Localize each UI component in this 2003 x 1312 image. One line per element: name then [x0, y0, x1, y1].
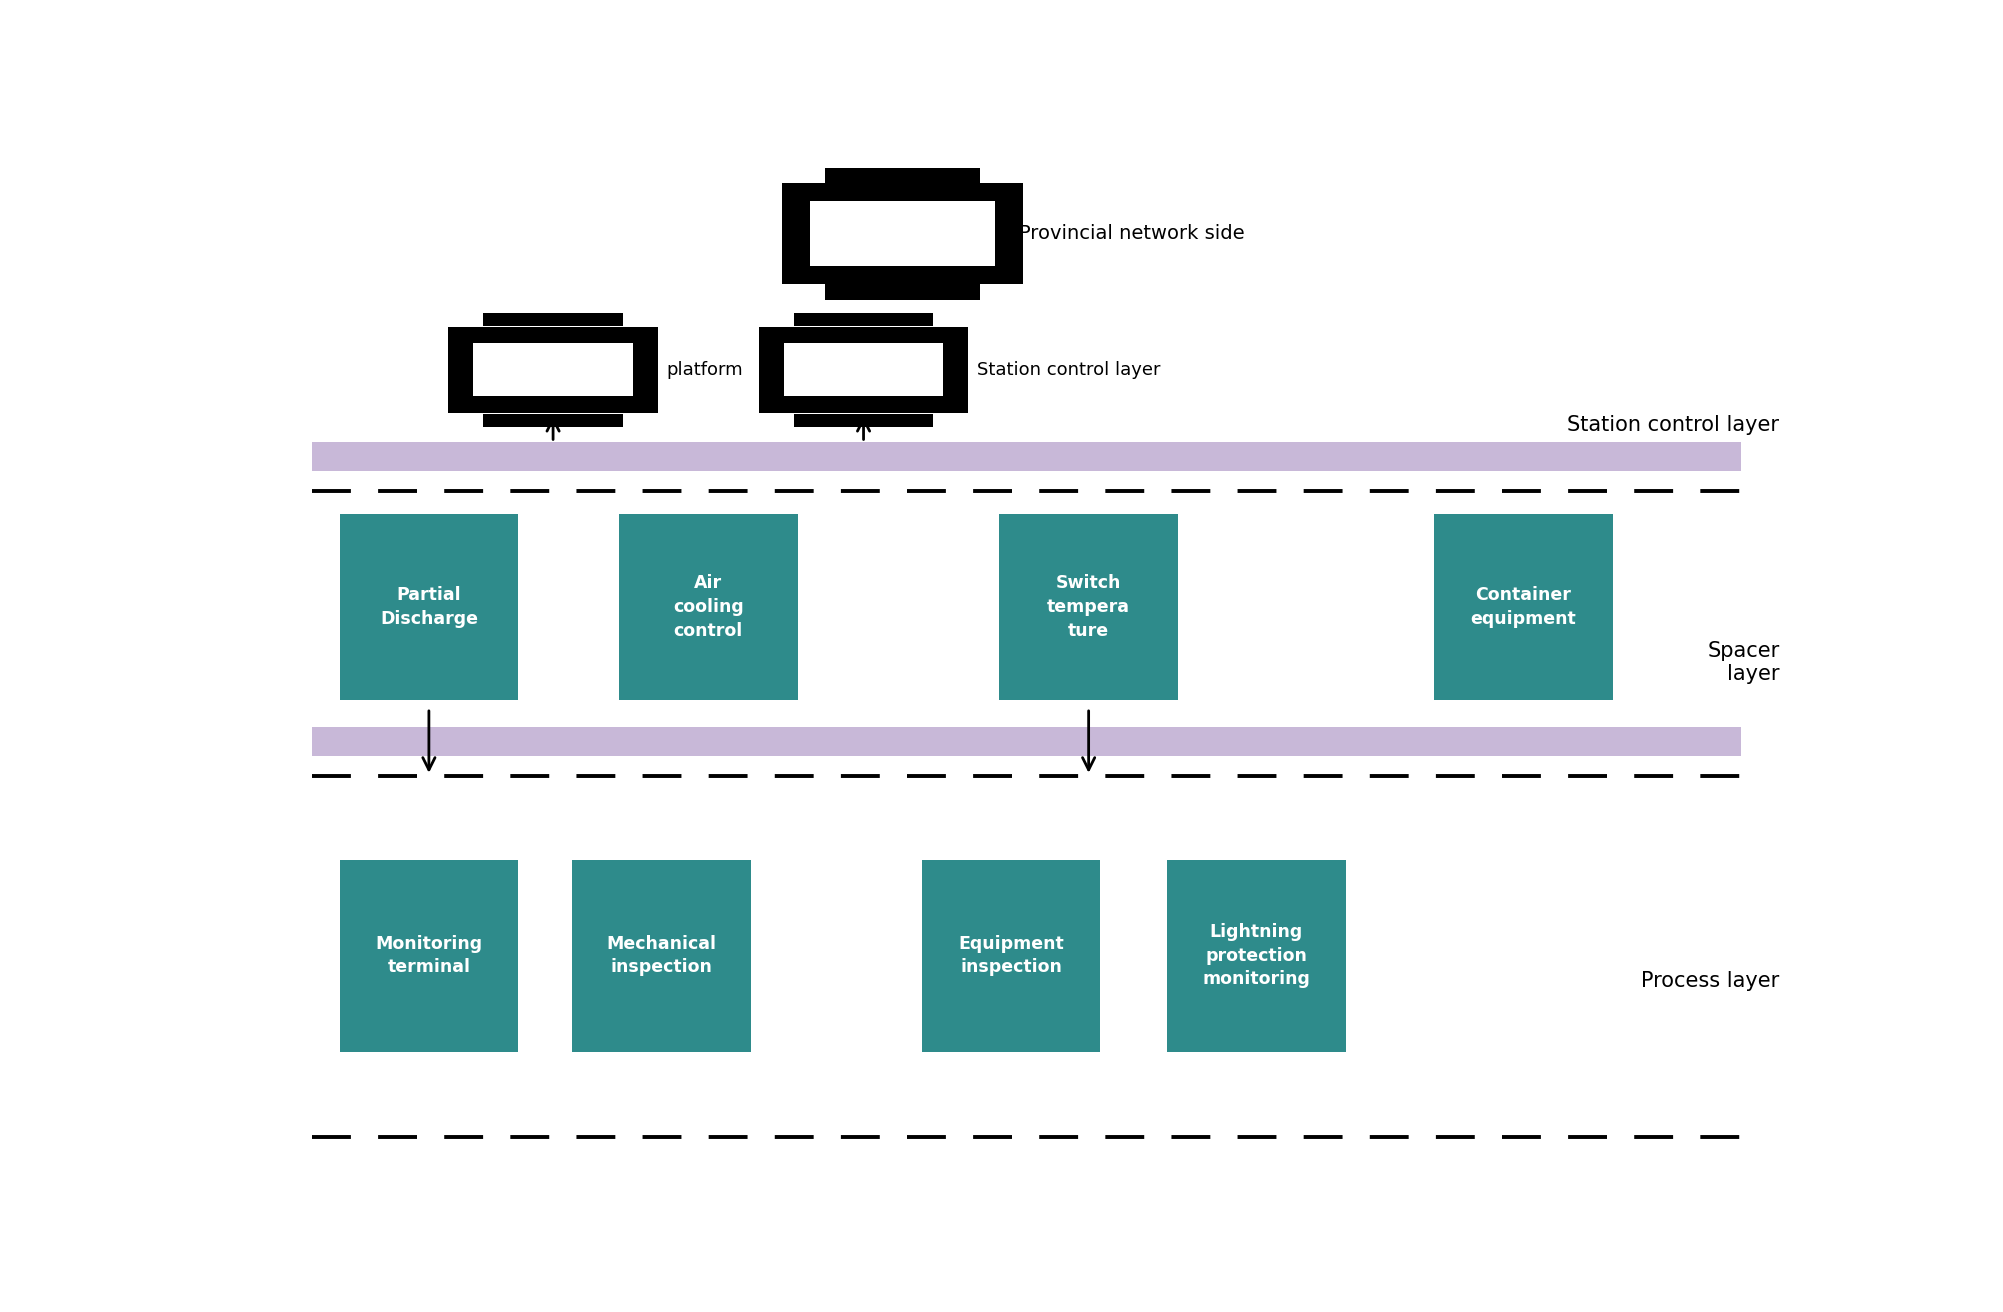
Bar: [483, 413, 623, 426]
Bar: [825, 283, 979, 300]
Bar: [783, 342, 943, 396]
Bar: [793, 312, 933, 325]
Text: Station control layer: Station control layer: [1568, 415, 1779, 436]
Bar: [573, 859, 751, 1051]
Bar: [825, 168, 979, 184]
Bar: [341, 859, 519, 1051]
Bar: [793, 413, 933, 426]
Bar: [999, 513, 1178, 701]
Bar: [341, 513, 519, 701]
Text: Process layer: Process layer: [1640, 971, 1779, 991]
Bar: [781, 182, 1024, 283]
Bar: [619, 513, 797, 701]
Bar: [449, 327, 657, 412]
Bar: [1434, 513, 1612, 701]
Text: platform: platform: [667, 361, 743, 379]
Bar: [809, 201, 995, 265]
Text: Spacer
layer: Spacer layer: [1707, 642, 1779, 684]
Text: Lightning
protection
monitoring: Lightning protection monitoring: [1202, 922, 1310, 988]
Bar: [483, 312, 623, 325]
Bar: [312, 442, 1741, 471]
Text: Equipment
inspection: Equipment inspection: [957, 934, 1064, 976]
Bar: [312, 727, 1741, 756]
Bar: [921, 859, 1100, 1051]
Text: Station control layer: Station control layer: [977, 361, 1160, 379]
Text: Partial
Discharge: Partial Discharge: [381, 586, 479, 628]
Text: Provincial network side: Provincial network side: [1020, 224, 1244, 243]
Bar: [1168, 859, 1346, 1051]
Bar: [759, 327, 967, 412]
Bar: [473, 342, 633, 396]
Text: Container
equipment: Container equipment: [1470, 586, 1576, 628]
Text: Monitoring
terminal: Monitoring terminal: [375, 934, 483, 976]
Text: Air
cooling
control: Air cooling control: [673, 575, 743, 639]
Text: Switch
tempera
ture: Switch tempera ture: [1048, 575, 1130, 639]
Text: Mechanical
inspection: Mechanical inspection: [607, 934, 717, 976]
